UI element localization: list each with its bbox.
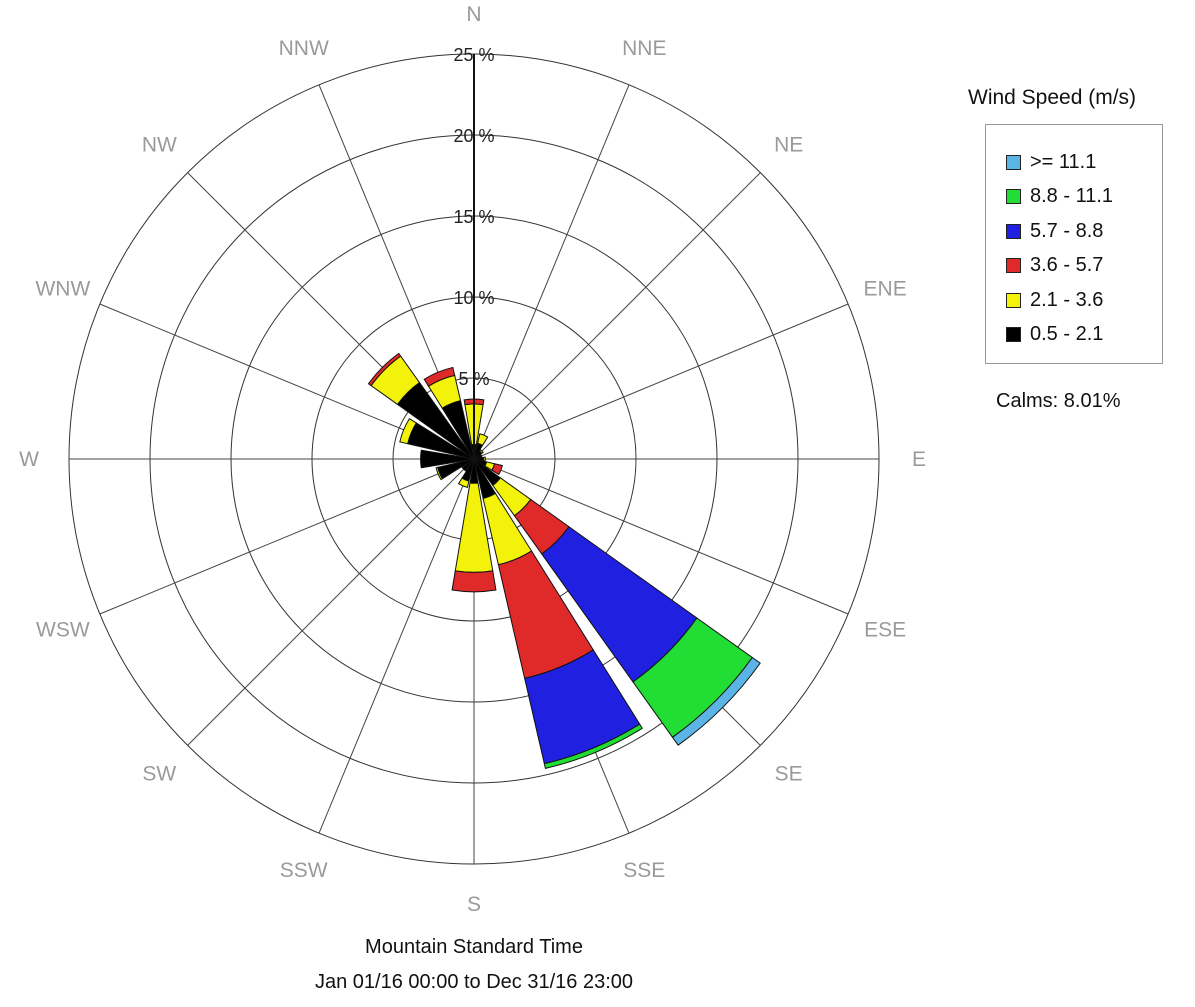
radial-axis: 5 % 10 % 15 % 20 % 25 % <box>453 45 495 459</box>
legend-swatch <box>1006 189 1021 205</box>
legend-label: 2.1 - 3.6 <box>1030 288 1104 311</box>
legend-item-5-7-8-8: 5.7 - 8.8 <box>1006 214 1162 249</box>
footer-timezone: Mountain Standard Time <box>365 936 583 958</box>
wedge-e-2-1-3-6 <box>483 456 486 462</box>
wedge-sw-0-5-2-1 <box>461 458 475 472</box>
direction-label-wnw: WNW <box>35 278 90 301</box>
legend-item-3-6-5-7: 3.6 - 5.7 <box>1006 249 1162 284</box>
ring-label-10: 10 % <box>453 288 494 308</box>
direction-label-nne: NNE <box>622 37 666 60</box>
legend-label: 8.8 - 11.1 <box>1030 185 1114 208</box>
spoke-sw <box>187 458 475 746</box>
wedge-nw-3-6-5-7 <box>367 352 402 387</box>
legend-item-0-5-2-1: 0.5 - 2.1 <box>1006 318 1162 353</box>
direction-label-w: W <box>19 448 39 471</box>
legend-list: >= 11.1 8.8 - 11.1 5.7 - 8.8 3.6 - 5.7 2.1 -… <box>986 125 1162 352</box>
legend-label: 3.6 - 5.7 <box>1030 254 1104 277</box>
wedge-sse-8-8-11-1 <box>543 723 643 769</box>
direction-label-ssw: SSW <box>280 859 328 882</box>
legend-label: 0.5 - 2.1 <box>1030 323 1104 346</box>
direction-label-n: N <box>466 3 481 26</box>
legend-item-8-8-11-1: 8.8 - 11.1 <box>1006 180 1162 215</box>
legend-label: >= 11.1 <box>1030 150 1097 173</box>
direction-label-ne: NE <box>774 133 803 156</box>
legend-item-11-1: >= 11.1 <box>1006 145 1162 180</box>
spoke-wsw <box>99 458 475 615</box>
direction-labels: N NNE NE ENE E ESE SE SSE S SSW SW WSW W WNW NW NNW <box>19 3 926 916</box>
wind-rose-wedges <box>367 352 761 769</box>
wedge-ssw-2-1-3-6 <box>457 477 470 489</box>
spoke-ne <box>473 172 761 460</box>
wedge-se-11-1 <box>671 656 761 746</box>
legend-label: 5.7 - 8.8 <box>1030 219 1104 242</box>
direction-label-nnw: NNW <box>279 37 329 60</box>
legend: >= 11.1 8.8 - 11.1 5.7 - 8.8 3.6 - 5.7 2.1 -… <box>985 124 1163 364</box>
direction-label-nw: NW <box>142 133 177 156</box>
direction-label-s: S <box>467 893 481 916</box>
direction-label-ese: ESE <box>864 618 906 641</box>
direction-label-ene: ENE <box>864 278 907 301</box>
spoke-ssw <box>318 458 475 834</box>
ring-label-5: 5 % <box>458 369 489 389</box>
spoke-ene <box>473 303 849 460</box>
ring-label-25: 25 % <box>453 45 494 65</box>
wedge-w-0-5-2-1 <box>420 449 475 469</box>
direction-label-se: SE <box>775 763 803 786</box>
legend-swatch <box>1006 154 1021 170</box>
calms-label: Calms: 8.01% <box>996 390 1121 412</box>
legend-swatch <box>1006 327 1021 343</box>
legend-item-2-1-3-6: 2.1 - 3.6 <box>1006 283 1162 318</box>
wedge-wsw-2-1-3-6 <box>435 466 444 481</box>
legend-swatch <box>1006 258 1021 274</box>
wedge-ne-2-1-3-6 <box>478 449 484 455</box>
footer-date-range: Jan 01/16 00:00 to Dec 31/16 23:00 <box>314 971 634 993</box>
wedge-wnw-2-1-3-6 <box>399 417 417 445</box>
direction-label-sw: SW <box>142 763 176 786</box>
ring-label-20: 20 % <box>453 126 494 146</box>
spoke-ese <box>473 458 849 615</box>
direction-label-wsw: WSW <box>36 618 90 641</box>
direction-label-e: E <box>912 448 926 471</box>
legend-title: Wind Speed (m/s) <box>968 86 1137 109</box>
legend-swatch <box>1006 223 1021 239</box>
direction-label-sse: SSE <box>623 859 665 882</box>
spoke-nne <box>473 84 630 460</box>
ring-label-15: 15 % <box>453 207 494 227</box>
legend-swatch <box>1006 292 1021 308</box>
wedge-ese-3-6-5-7 <box>491 463 504 476</box>
wedge-nnw-3-6-5-7 <box>423 366 456 387</box>
wedge-s-3-6-5-7 <box>451 570 497 593</box>
wedge-nne-2-1-3-6 <box>477 433 489 446</box>
